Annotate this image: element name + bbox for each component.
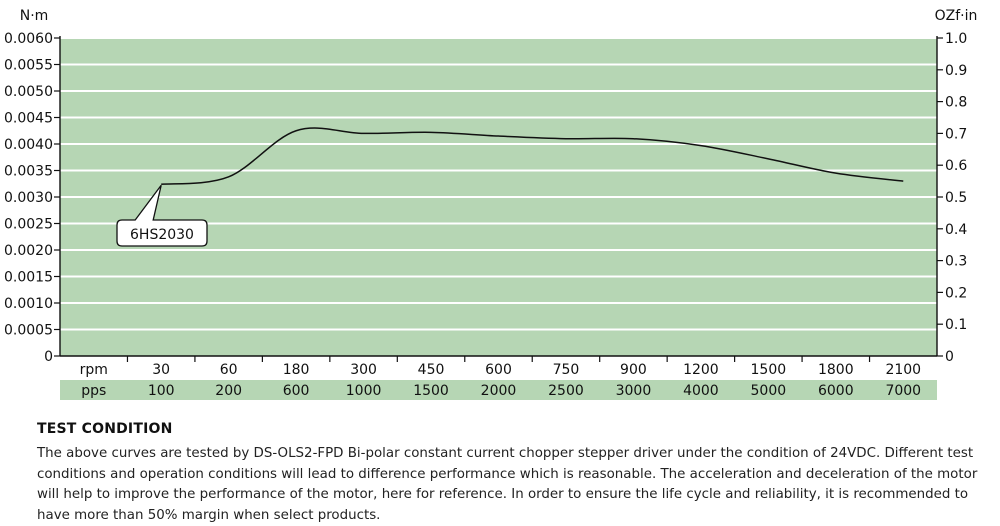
x-row-label: rpm [80,362,108,378]
left-tick-label: 0.0010 [4,296,53,312]
series-label: 6HS2030 [130,227,194,243]
right-tick-label: 1.0 [945,31,967,47]
x-tick-label: 180 [283,362,310,378]
x-tick-label: 100 [148,383,175,399]
x-tick-label: 7000 [885,383,921,399]
right-tick-label: 0.1 [945,317,967,333]
left-tick-label: 0.0015 [4,270,53,286]
x-tick-label: 600 [283,383,310,399]
left-tick-label: 0.0040 [4,137,53,153]
right-tick-label: 0.9 [945,63,967,79]
x-tick-label: 600 [485,362,512,378]
right-axis-ticks: 0 0.1 0.2 0.3 0.4 0.5 0.6 0.7 0.8 0.9 1.0 [937,31,967,365]
test-condition-text: The above curves are tested by DS-OLS2-F… [37,446,978,523]
x-tick-label: 30 [152,362,170,378]
left-axis-ticks: 0 0.0005 0.0010 0.0015 0.0020 0.0025 0.0030 0.0… [4,31,60,365]
left-tick-label: 0.0030 [4,190,53,206]
left-tick-label: 0.0045 [4,111,53,127]
x-tick-label: 200 [215,383,242,399]
left-tick-label: 0.0055 [4,58,53,74]
left-tick-label: 0.0025 [4,217,53,233]
x-tick-label: 1800 [818,362,854,378]
pps-row-background [60,380,937,400]
right-axis-unit: OZf·in [935,8,978,24]
left-tick-label: 0.0060 [4,31,53,47]
gridlines [60,37,937,331]
x-tick-label: 300 [350,362,377,378]
test-condition-title: TEST CONDITION [37,421,173,437]
series-line [161,127,904,186]
x-tick-label: 60 [220,362,238,378]
torque-chart: 0 0.0005 0.0010 0.0015 0.0020 0.0025 0.0030 0.0… [4,8,978,400]
series-callout: 6HS2030 [116,184,208,247]
x-tick-label: 750 [553,362,580,378]
right-tick-label: 0.8 [945,95,967,111]
series-callout-bubble [116,184,208,247]
x-tick-label: 450 [418,362,445,378]
right-tick-label: 0.2 [945,285,967,301]
right-tick-label: 0.5 [945,190,967,206]
left-tick-label: 0.0005 [4,323,53,339]
x-tick-label: 1500 [751,362,787,378]
x-tick-label: 4000 [683,383,719,399]
x-tick-label: 1000 [346,383,382,399]
x-tick-label: 900 [620,362,647,378]
x-tick-label: 3000 [616,383,652,399]
x-tick-label: 2100 [885,362,921,378]
right-tick-label: 0.4 [945,222,967,238]
left-tick-label: 0.0020 [4,243,53,259]
right-tick-label: 0.7 [945,126,967,142]
x-row-label: pps [81,383,106,399]
left-tick-label: 0.0035 [4,164,53,180]
x-tick-label: 1200 [683,362,719,378]
series-lines [161,127,904,186]
x-tick-label: 5000 [751,383,787,399]
right-tick-label: 0 [945,349,954,365]
left-tick-label: 0 [44,349,53,365]
right-tick-label: 0.3 [945,254,967,270]
x-tick-label: 1500 [413,383,449,399]
x-tick-label: 6000 [818,383,854,399]
x-tick-label: 2000 [481,383,517,399]
x-tick-label: 2500 [548,383,584,399]
left-axis-unit: N·m [20,8,49,24]
x-axis-rows: rpm 30 60 180 300 450 600 750 900 1200 1500 1800 210… [80,362,921,399]
right-tick-label: 0.6 [945,158,967,174]
left-tick-label: 0.0050 [4,84,53,100]
